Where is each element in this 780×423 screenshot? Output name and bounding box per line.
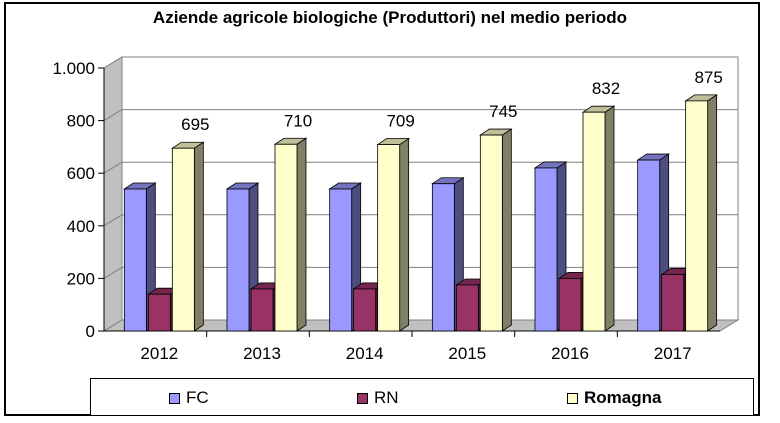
bar-rn [353,288,377,332]
bar-romagna [479,134,503,332]
bar-fc [123,188,147,332]
legend-item-rn: RN [357,388,399,408]
x-tick-label: 2014 [346,344,384,363]
bar-romagna [582,111,606,332]
plot-side-wall [103,56,123,332]
legend-item-fc: FC [169,388,209,408]
x-tick-label: 2012 [140,344,178,363]
y-tick-label: 0 [86,322,95,341]
bar-romagna-side [193,141,204,332]
bar-rn [250,288,274,332]
gridline [103,56,738,69]
gridline [103,161,738,174]
bar-fc [329,188,353,332]
chart-title: Aziende agricole biologiche (Produttori)… [152,8,628,27]
x-tick-label: 2017 [654,344,692,363]
bar-romagna-side [707,94,718,332]
bar-romagna-side [296,137,307,332]
y-tick-label: 400 [67,217,95,236]
bar-rn [147,293,171,332]
bar-rn [661,274,685,332]
bar-romagna [377,144,401,332]
gridline [103,109,738,122]
legend-swatch [567,392,578,404]
gridline [103,266,738,279]
bar-romagna [274,143,298,332]
x-tick-label: 2013 [243,344,281,363]
bar-rn [558,277,582,332]
x-tick-label: 2015 [448,344,486,363]
legend-swatch [169,392,180,404]
bar-romagna [171,147,195,332]
bar-romagna-side [501,128,512,332]
bar-romagna-side [604,105,615,332]
data-label: 709 [386,112,414,131]
bar-fc [637,159,661,332]
legend-label: Romagna [584,388,662,407]
bar-fc [226,188,250,332]
data-label: 832 [592,79,620,98]
legend-item-romagna: Romagna [567,388,661,408]
y-tick-label: 200 [67,269,95,288]
legend-label: RN [374,388,399,407]
bar-romagna [685,100,709,332]
gridline [103,214,738,227]
chart-legend: FC RN Romagna [90,378,754,416]
y-tick-label: 800 [67,112,95,131]
legend-swatch [357,392,368,404]
bar-fc [431,183,455,332]
data-label: 695 [181,115,209,134]
bar-rn [455,284,479,332]
legend-label: FC [186,388,209,407]
bar-fc [534,167,558,332]
x-tick-label: 2016 [551,344,589,363]
data-label: 745 [489,102,517,121]
data-label: 710 [284,111,312,130]
y-tick-label: 1.000 [52,59,95,78]
y-tick-label: 600 [67,164,95,183]
data-label: 875 [694,68,722,87]
bar-romagna-side [399,137,410,332]
